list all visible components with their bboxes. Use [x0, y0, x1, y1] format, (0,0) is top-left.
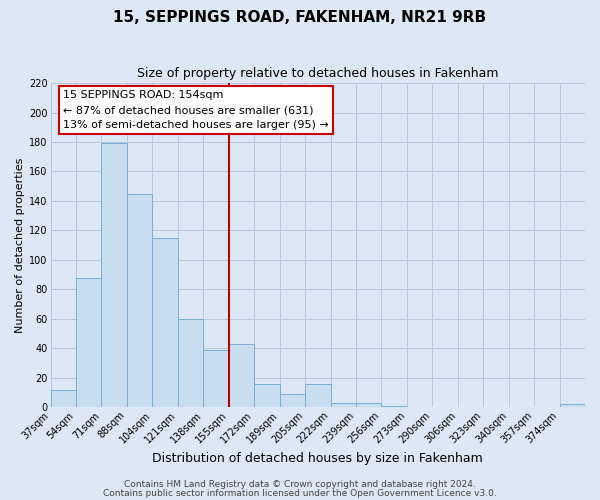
Bar [76, 278, 101, 407]
Bar [152, 238, 178, 408]
Bar [101, 144, 127, 408]
Text: 15, SEPPINGS ROAD, FAKENHAM, NR21 9RB: 15, SEPPINGS ROAD, FAKENHAM, NR21 9RB [113, 10, 487, 25]
Text: Contains HM Land Registry data © Crown copyright and database right 2024.: Contains HM Land Registry data © Crown c… [124, 480, 476, 489]
Bar [50, 390, 76, 407]
Bar [382, 406, 407, 407]
Bar [203, 350, 229, 408]
Bar [229, 344, 254, 408]
Y-axis label: Number of detached properties: Number of detached properties [15, 158, 25, 333]
Bar [280, 394, 305, 407]
X-axis label: Distribution of detached houses by size in Fakenham: Distribution of detached houses by size … [152, 452, 483, 465]
Text: Contains public sector information licensed under the Open Government Licence v3: Contains public sector information licen… [103, 488, 497, 498]
Bar [305, 384, 331, 407]
Bar [178, 319, 203, 408]
Bar [356, 403, 382, 407]
Bar [560, 404, 585, 407]
Bar [127, 194, 152, 408]
Text: 15 SEPPINGS ROAD: 154sqm
← 87% of detached houses are smaller (631)
13% of semi-: 15 SEPPINGS ROAD: 154sqm ← 87% of detach… [63, 90, 329, 130]
Bar [254, 384, 280, 407]
Bar [331, 403, 356, 407]
Title: Size of property relative to detached houses in Fakenham: Size of property relative to detached ho… [137, 68, 499, 80]
